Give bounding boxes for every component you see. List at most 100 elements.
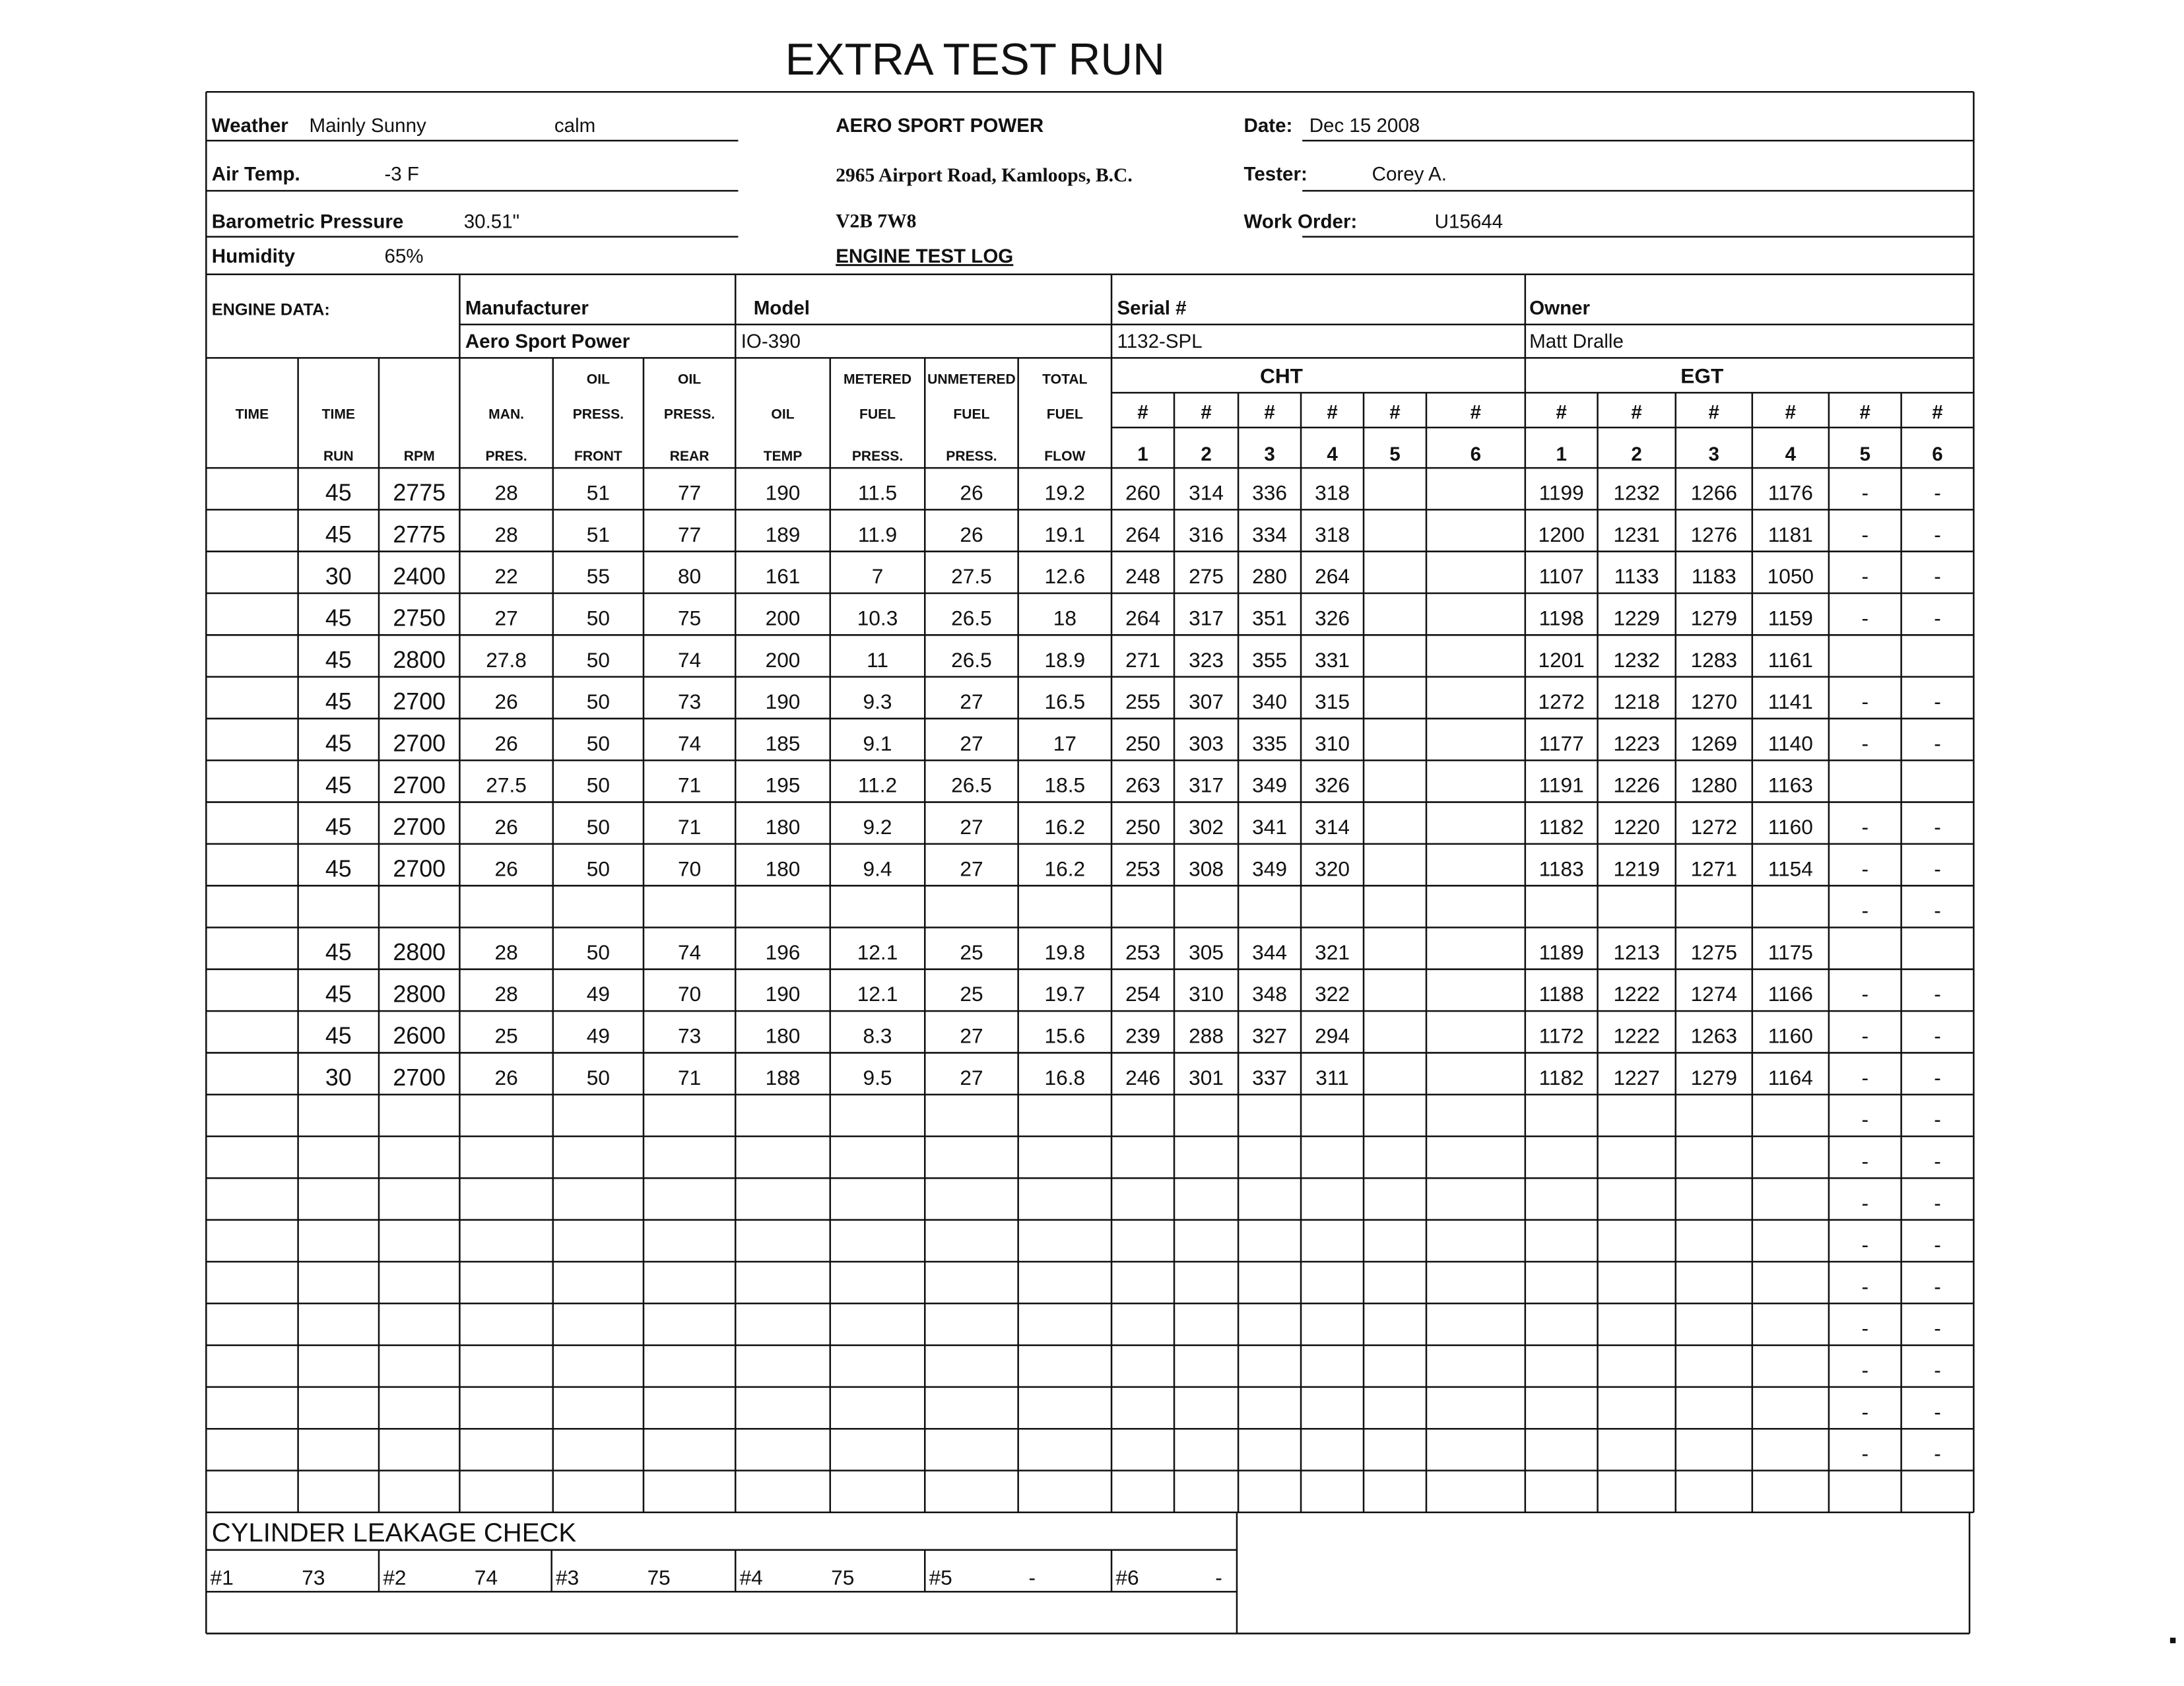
cell: 301	[1189, 1066, 1224, 1089]
label: Dec 15 2008	[1309, 115, 1420, 137]
label: Weather	[212, 115, 288, 137]
label: Model	[754, 297, 810, 319]
cell: 27	[960, 857, 983, 880]
cell: 264	[1315, 564, 1350, 588]
cell: 316	[1189, 523, 1224, 546]
cell: 1160	[1768, 1024, 1813, 1048]
cell: 1280	[1691, 773, 1737, 797]
column-header: PRESS.	[573, 406, 624, 422]
column-header: 4	[1785, 443, 1797, 465]
cell: 18.5	[1045, 773, 1086, 797]
cell: 1232	[1613, 481, 1659, 505]
cylinder-label: #4	[740, 1565, 763, 1589]
label: Serial #	[1117, 297, 1186, 319]
cell: 340	[1252, 690, 1287, 713]
cell: 327	[1252, 1024, 1287, 1048]
cell: -	[1861, 1191, 1869, 1215]
cell: 1219	[1613, 857, 1659, 880]
title: EXTRA TEST RUN	[785, 35, 1165, 84]
cell: 1188	[1539, 982, 1584, 1006]
column-header: #	[1137, 402, 1148, 424]
column-header: FUEL	[859, 406, 896, 422]
cell: -	[1934, 606, 1941, 630]
cell: -	[1861, 1024, 1869, 1048]
cell: 2775	[393, 480, 446, 506]
cell: 1141	[1768, 690, 1813, 713]
cell: 1175	[1768, 940, 1813, 964]
cell: -	[1934, 982, 1941, 1006]
cylinder-value: -	[1028, 1565, 1036, 1589]
column-header: UNMETERED	[927, 372, 1016, 387]
column-header: PRESS.	[664, 406, 715, 422]
cell: 341	[1252, 815, 1287, 839]
cell: -	[1861, 1274, 1869, 1298]
cell: 19.1	[1045, 523, 1086, 546]
cell: 1172	[1539, 1024, 1584, 1048]
group-header: CHT	[1260, 364, 1303, 387]
cell: -	[1934, 1024, 1941, 1048]
cell: 1182	[1539, 1066, 1584, 1089]
cell: 9.2	[863, 815, 892, 839]
cell: 335	[1252, 731, 1287, 755]
cell: 25	[495, 1024, 518, 1048]
cell: -	[1861, 1442, 1869, 1466]
cell: 28	[495, 523, 518, 546]
cell: -	[1934, 899, 1941, 923]
cell: 255	[1125, 690, 1160, 713]
cell: 1276	[1691, 523, 1737, 546]
column-header: TIME	[322, 406, 355, 422]
label: Owner	[1529, 297, 1590, 319]
cell: 351	[1252, 606, 1287, 630]
cell: 190	[766, 982, 801, 1006]
cell: 50	[587, 648, 610, 672]
cell: 71	[678, 815, 701, 839]
cell: 26.5	[951, 606, 992, 630]
cell: 51	[587, 481, 610, 505]
column-header: FUEL	[953, 406, 989, 422]
cell: 2750	[393, 605, 446, 632]
cell: 349	[1252, 857, 1287, 880]
cell: 26.5	[951, 773, 992, 797]
cell: 27.8	[486, 648, 527, 672]
cell: 271	[1125, 648, 1160, 672]
cell: 311	[1315, 1066, 1348, 1089]
cell: 302	[1189, 815, 1224, 839]
cell: -	[1861, 1066, 1869, 1089]
cell: 16.8	[1045, 1066, 1086, 1089]
cell: 73	[678, 1024, 701, 1048]
cell: 45	[325, 1023, 352, 1049]
cell: 74	[678, 648, 701, 672]
cell: 1222	[1613, 982, 1659, 1006]
cell: 303	[1189, 731, 1224, 755]
cell: 51	[587, 523, 610, 546]
column-header: 1	[1137, 443, 1148, 465]
column-header: 1	[1556, 443, 1566, 465]
cell: 26	[960, 523, 983, 546]
cell: 315	[1315, 690, 1350, 713]
column-header: OIL	[587, 372, 610, 387]
cell: 1163	[1768, 773, 1813, 797]
cell: 264	[1125, 606, 1160, 630]
column-header: METERED	[844, 372, 911, 387]
cell: 318	[1315, 481, 1350, 505]
cell: 71	[678, 1066, 701, 1089]
cell: 2600	[393, 1023, 446, 1049]
cylinder-value: 74	[475, 1565, 498, 1589]
cell: 1133	[1614, 564, 1659, 588]
cell: -	[1861, 1149, 1869, 1173]
cell: -	[1861, 523, 1869, 546]
cell: -	[1861, 1316, 1869, 1340]
column-header: 5	[1389, 443, 1400, 465]
cell: 1159	[1768, 606, 1813, 630]
cell: 1226	[1613, 773, 1659, 797]
cell: 1183	[1539, 857, 1584, 880]
cell: 1279	[1691, 606, 1737, 630]
cell: -	[1934, 1316, 1941, 1340]
column-header: 2	[1201, 443, 1211, 465]
cell: -	[1861, 1233, 1869, 1256]
cell: 7	[872, 564, 884, 588]
cell: 27	[960, 1066, 983, 1089]
cell: 1177	[1539, 731, 1584, 755]
cell: 1279	[1691, 1066, 1737, 1089]
cell: 50	[587, 940, 610, 964]
